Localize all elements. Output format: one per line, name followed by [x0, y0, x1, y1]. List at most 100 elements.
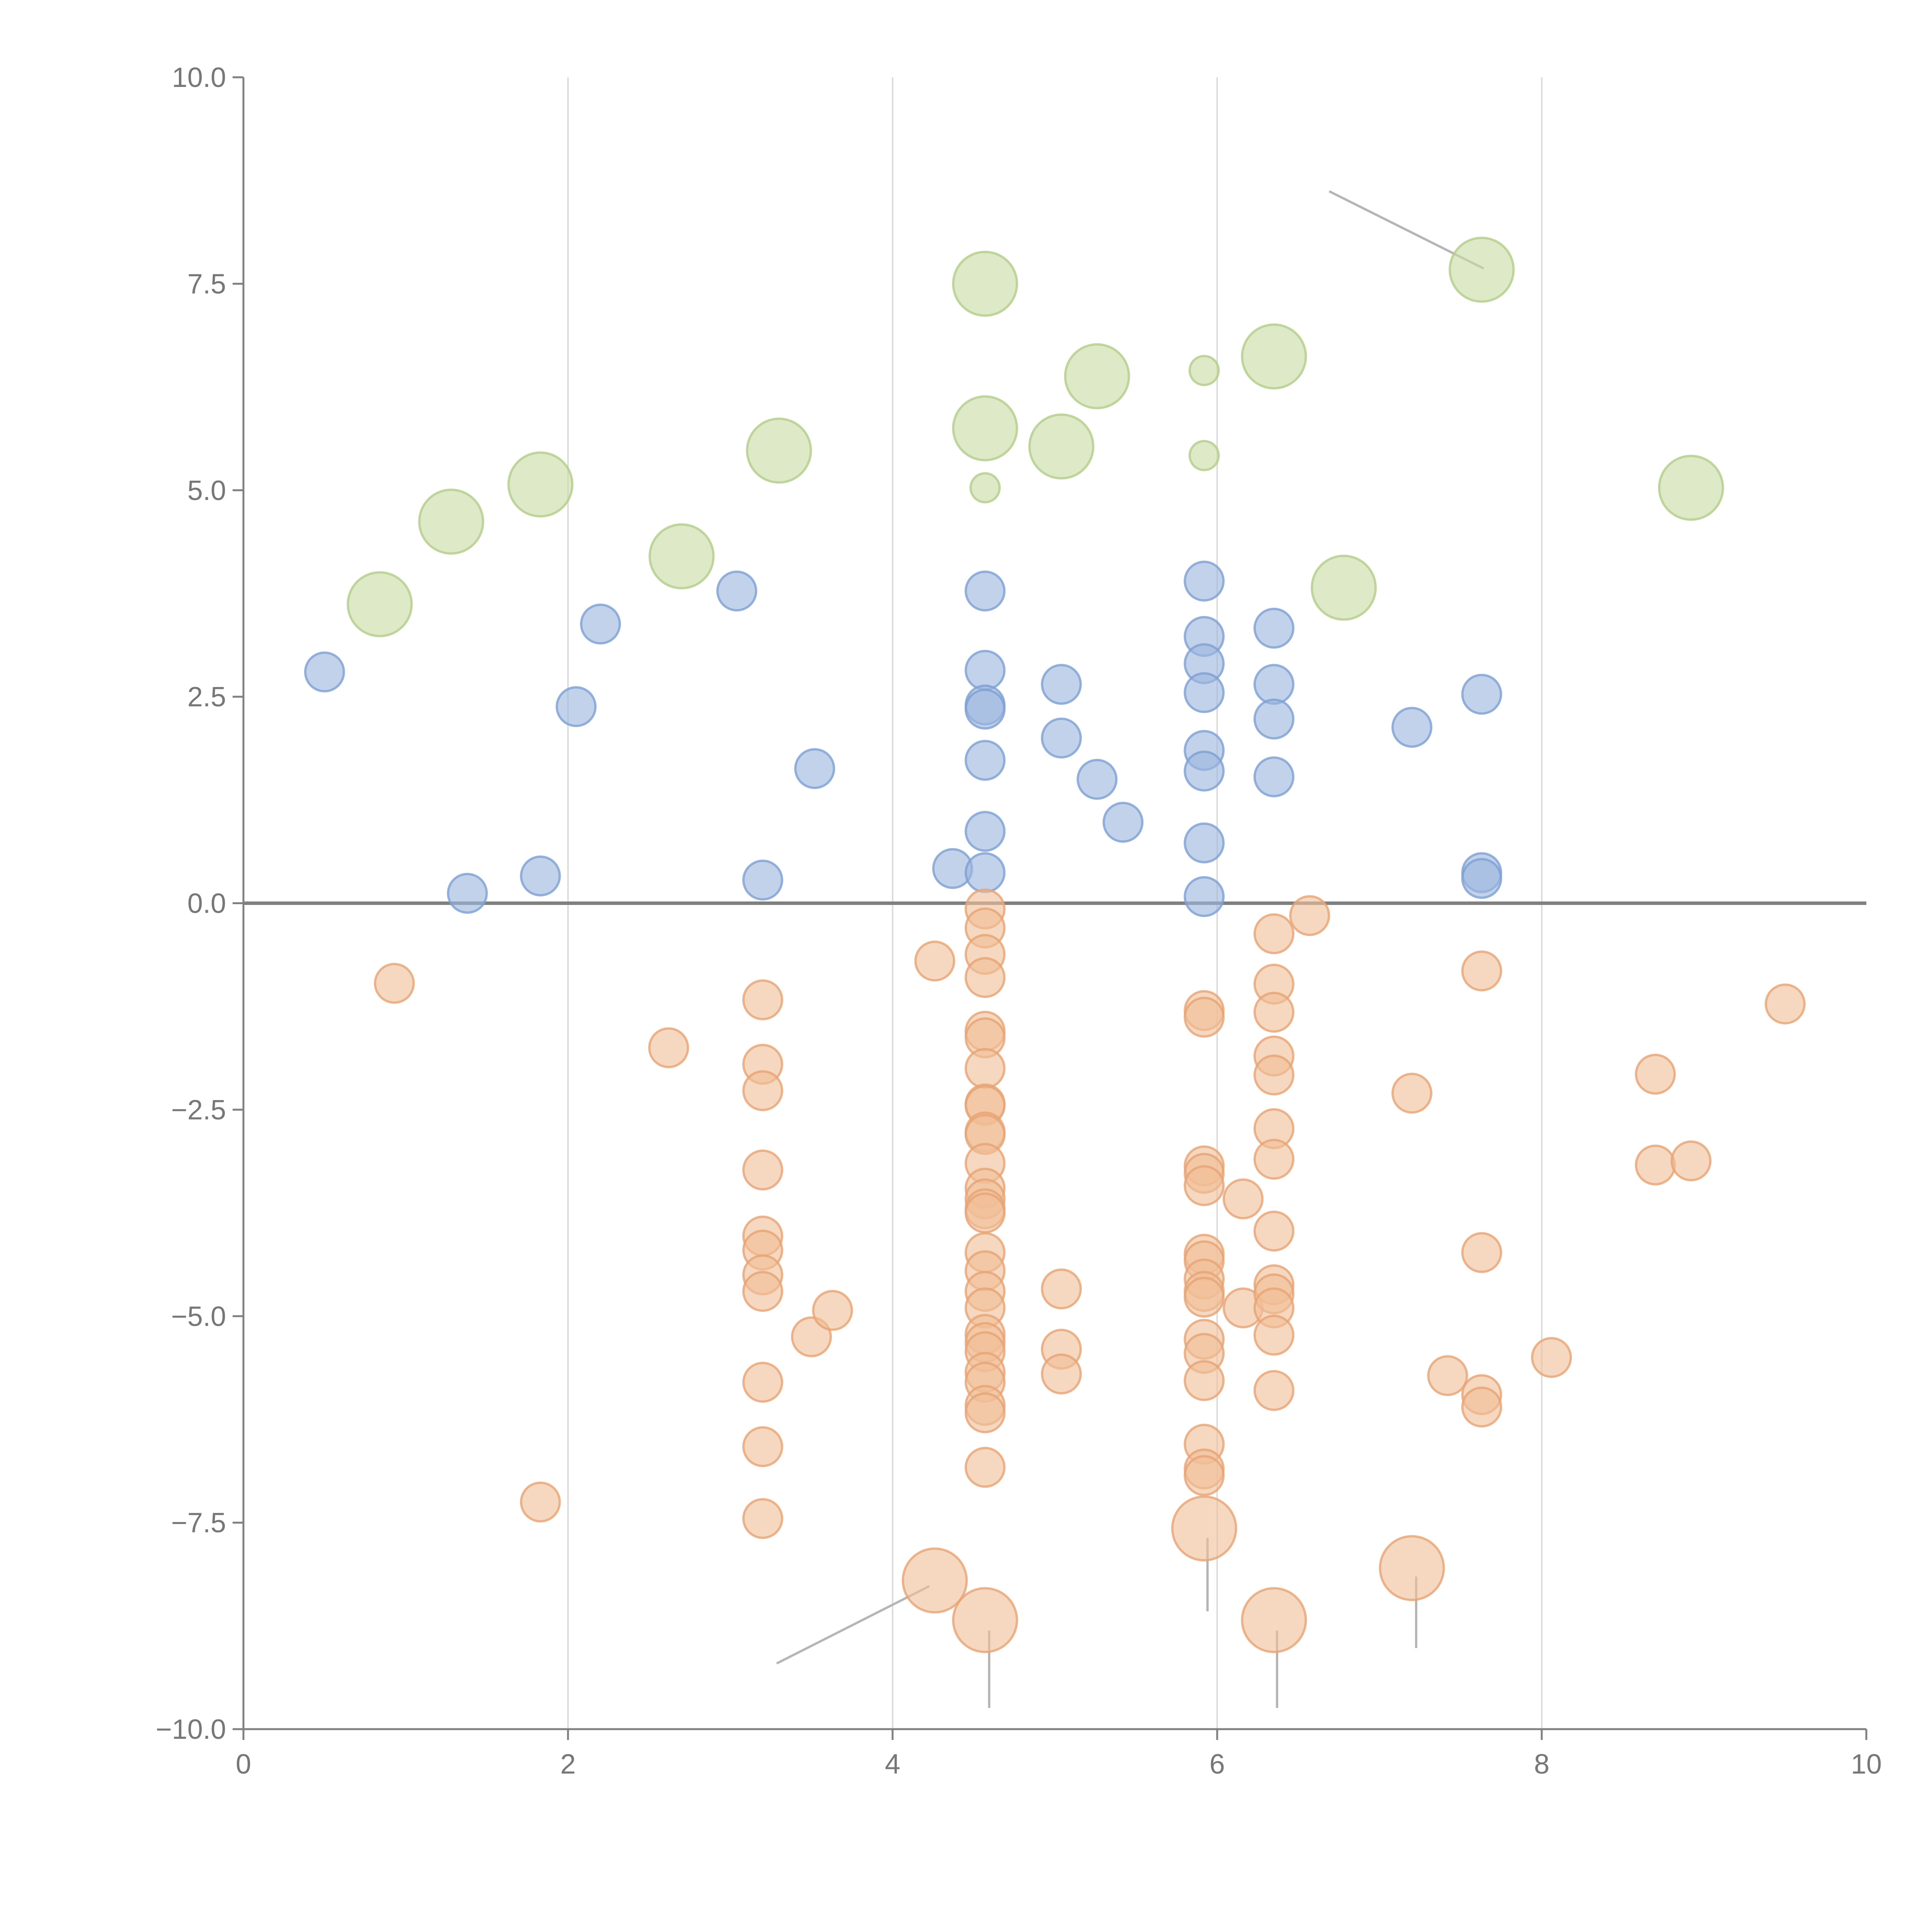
data-point-negative-small — [1253, 1211, 1294, 1252]
data-point-positive-large — [952, 395, 1018, 461]
data-point-positive-small — [1102, 802, 1144, 843]
data-point-negative-small — [1461, 950, 1502, 992]
data-point-positive-small — [742, 859, 783, 901]
data-point-negative-small — [1461, 1386, 1502, 1428]
data-point-negative-small — [1253, 1139, 1294, 1180]
data-point-negative-small — [1461, 1232, 1502, 1273]
data-point-negative-small — [1531, 1337, 1572, 1378]
x-tick-label: 10 — [1851, 1749, 1882, 1780]
data-point-negative-small — [742, 1498, 783, 1539]
data-point-negative-small — [648, 1027, 689, 1068]
data-point-positive-mid — [969, 472, 1001, 503]
data-point-negative-small — [374, 963, 415, 1004]
data-point-negative-small — [964, 1192, 1006, 1234]
leader-lines — [776, 190, 1485, 1708]
data-point-negative-small — [742, 1070, 783, 1111]
data-point-negative-small — [1635, 1145, 1676, 1186]
data-point-positive-small — [1461, 673, 1502, 715]
data-point-positive-small — [556, 686, 597, 727]
data-point-negative-small — [1184, 1165, 1225, 1206]
y-tick-label: −7.5 — [171, 1508, 226, 1539]
data-point-positive-large — [648, 523, 715, 590]
data-point-positive-small — [1041, 664, 1082, 705]
data-point-positive-small — [716, 570, 757, 612]
data-point-positive-small — [1253, 756, 1294, 798]
data-point-negative-small — [1253, 1370, 1294, 1411]
data-point-positive-large — [347, 571, 413, 638]
data-point-negative-small — [520, 1481, 561, 1523]
data-point-positive-large — [952, 250, 1018, 317]
axes-layer — [233, 76, 1867, 1740]
data-point-negative-small — [964, 1048, 1006, 1089]
data-point-negative-small — [1184, 997, 1225, 1038]
data-point-negative-large — [952, 1587, 1018, 1653]
y-tick-label: −2.5 — [171, 1095, 226, 1126]
data-point-negative-small — [1427, 1355, 1468, 1396]
data-point-negative-small — [964, 957, 1006, 998]
y-tick-label: 2.5 — [187, 682, 226, 713]
data-point-positive-small — [964, 852, 1006, 893]
data-point-negative-small — [914, 940, 956, 982]
data-point-positive-small — [520, 855, 561, 896]
data-point-negative-small — [1223, 1178, 1264, 1219]
data-point-positive-small — [1184, 750, 1225, 792]
data-point-positive-small — [304, 651, 345, 692]
data-point-negative-small — [1041, 1353, 1082, 1395]
data-point-negative-small — [1253, 1054, 1294, 1096]
data-point-positive-large — [1311, 554, 1377, 621]
data-point-positive-mid — [1188, 355, 1220, 386]
x-tick-label: 8 — [1534, 1749, 1549, 1780]
data-point-negative-small — [1184, 1455, 1225, 1496]
data-point-positive-small — [794, 748, 835, 789]
data-point-negative-large — [1171, 1495, 1237, 1562]
data-point-positive-large — [1028, 413, 1095, 480]
data-point-positive-large — [507, 451, 574, 518]
data-point-negative-small — [964, 1447, 1006, 1488]
data-point-positive-small — [1184, 822, 1225, 864]
data-point-negative-small — [742, 1426, 783, 1467]
data-point-positive-small — [964, 811, 1006, 852]
data-point-negative-small — [1253, 1315, 1294, 1356]
data-point-negative-small — [1184, 1360, 1225, 1401]
y-tick-label: 7.5 — [187, 269, 226, 299]
data-point-positive-small — [964, 570, 1006, 612]
data-point-negative-large — [901, 1547, 968, 1614]
data-point-positive-small — [1461, 858, 1502, 899]
data-point-positive-large — [1449, 236, 1515, 303]
x-tick-label: 6 — [1209, 1749, 1225, 1780]
data-point-positive-small — [1041, 718, 1082, 759]
tick-labels: 0 2 4 6 8 10 10.0 7.5 5.0 2.5 0.0 −2.5 −5.0 −7.5 −10.0 — [156, 62, 1882, 1780]
data-point-positive-small — [1253, 698, 1294, 740]
data-point-positive-small — [1253, 607, 1294, 649]
data-point-negative-small — [1635, 1053, 1676, 1095]
data-point-positive-small — [1184, 672, 1225, 713]
x-tick-label: 0 — [236, 1749, 251, 1780]
data-point-positive-large — [746, 417, 812, 484]
data-point-positive-small — [1184, 876, 1225, 917]
data-point-positive-small — [580, 604, 621, 645]
data-point-positive-small — [1077, 759, 1118, 800]
data-point-negative-large — [1379, 1535, 1445, 1601]
data-point-negative-small — [1041, 1268, 1082, 1310]
y-tick-label: −10.0 — [156, 1714, 226, 1745]
data-point-negative-small — [742, 1149, 783, 1190]
data-point-positive-small — [964, 689, 1006, 730]
data-point-negative-small — [1765, 983, 1806, 1025]
data-point-positive-small — [447, 872, 488, 914]
x-tick-label: 2 — [560, 1749, 576, 1780]
data-point-negative-small — [742, 1362, 783, 1403]
data-point-negative-small — [742, 1271, 783, 1312]
data-point-negative-small — [1184, 1277, 1225, 1318]
x-tick-label: 4 — [885, 1749, 900, 1780]
data-point-positive-small — [1253, 664, 1294, 705]
data-point-negative-small — [1670, 1140, 1712, 1182]
data-point-positive-small — [964, 650, 1006, 691]
data-point-positive-mid — [1188, 440, 1220, 471]
y-tick-label: −5.0 — [171, 1301, 226, 1332]
y-tick-label: 10.0 — [172, 62, 226, 93]
data-point-negative-small — [1289, 895, 1330, 936]
data-point-negative-small — [1391, 1073, 1432, 1114]
data-point-negative-small — [812, 1290, 853, 1331]
data-point-positive-small — [964, 740, 1006, 781]
